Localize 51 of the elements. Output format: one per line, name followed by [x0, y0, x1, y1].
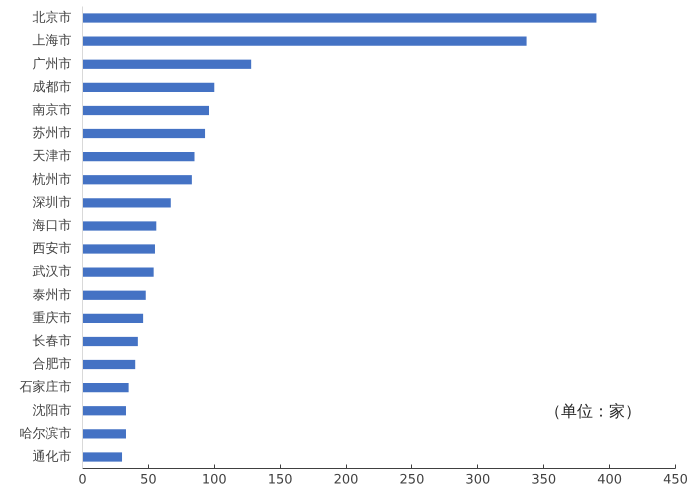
bar: [82, 452, 122, 462]
bar: [82, 198, 171, 208]
bar: [82, 60, 252, 69]
x-tick-label: 100: [202, 472, 227, 488]
annotation: （单位：家）: [545, 401, 642, 420]
bar: [82, 36, 527, 46]
bar: [82, 314, 144, 323]
y-tick-label: 天津市: [32, 149, 72, 164]
bar: [82, 383, 129, 392]
x-tick-label: 0: [78, 472, 87, 488]
bar: [82, 360, 136, 370]
x-tick-label: 300: [465, 472, 490, 488]
y-tick-label: 广州市: [32, 56, 72, 72]
y-tick-label: 泰州市: [32, 288, 72, 303]
x-tick-label: 400: [597, 472, 622, 488]
bar: [82, 268, 154, 277]
y-tick-label: 沈阳市: [32, 403, 72, 418]
bar: [82, 13, 596, 23]
y-tick-label: 武汉市: [32, 264, 72, 280]
bar: [82, 152, 195, 162]
y-tick-label: 合肥市: [32, 357, 72, 372]
bar: [82, 221, 156, 231]
bar: [82, 106, 210, 116]
y-tick-label: 深圳市: [32, 195, 72, 210]
y-tick-label: 重庆市: [32, 310, 72, 326]
bar: [82, 175, 192, 184]
x-tick-label: 350: [531, 472, 556, 488]
x-tick-label: 150: [268, 472, 293, 488]
y-tick-label: 石家庄市: [20, 379, 72, 396]
x-tick-label: 50: [140, 472, 157, 488]
y-tick-label: 海口市: [32, 218, 72, 234]
y-tick-label: 成都市: [32, 80, 72, 95]
y-tick-label: 哈尔滨市: [20, 425, 72, 442]
y-tick-label: 上海市: [32, 34, 72, 49]
x-tick-label: 450: [663, 472, 688, 488]
bar: [82, 244, 155, 254]
bar: [82, 406, 126, 416]
y-tick-label: 通化市: [32, 449, 72, 464]
x-tick-label: 200: [334, 472, 358, 488]
y-tick-label: 长春市: [32, 334, 72, 349]
y-tick-label: 杭州市: [32, 172, 72, 188]
y-tick-label: 西安市: [32, 240, 72, 257]
bar: [82, 290, 146, 300]
bar: [82, 82, 214, 92]
y-tick-label: 南京市: [32, 102, 72, 118]
bar: [82, 429, 126, 438]
x-tick-label: 250: [400, 472, 424, 488]
bar: [82, 128, 206, 138]
bar: [82, 336, 138, 346]
y-tick-label: 苏州市: [32, 126, 72, 142]
y-tick-label: 北京市: [32, 10, 72, 26]
